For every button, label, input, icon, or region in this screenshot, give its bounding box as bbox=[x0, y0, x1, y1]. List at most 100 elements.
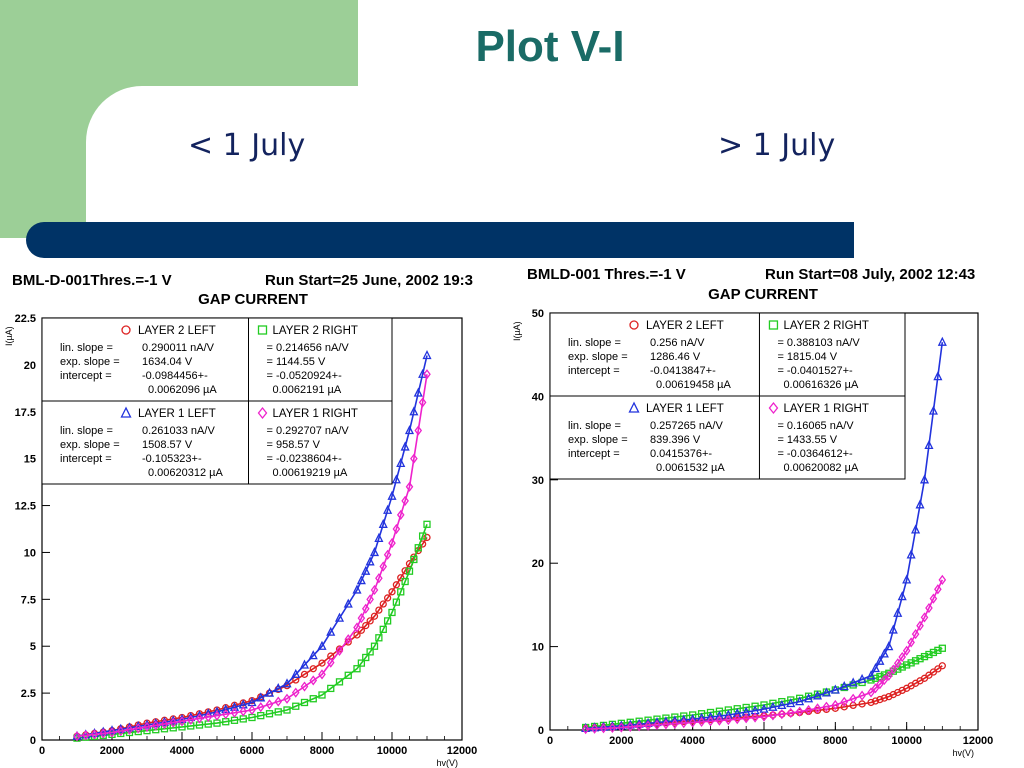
y-tick-label: 0 bbox=[30, 735, 36, 747]
chart-header-left: BMLD-001 Thres.=-1 V bbox=[527, 266, 686, 283]
chart-1: BML-D-001Thres.=-1 V Run Start=25 June, 2… bbox=[4, 272, 477, 768]
marker-diamond bbox=[344, 634, 353, 645]
legend-series-name: LAYER 2 RIGHT bbox=[783, 320, 868, 332]
chart-header-right: Run Start=08 July, 2002 12:43 bbox=[765, 266, 975, 283]
marker-diamond bbox=[326, 657, 335, 668]
x-tick-label: 6000 bbox=[240, 745, 264, 757]
marker-triangle bbox=[396, 457, 406, 468]
marker-triangle bbox=[299, 659, 310, 669]
y-tick-label: 22.5 bbox=[15, 313, 36, 325]
marker-square bbox=[911, 657, 920, 665]
marker-square bbox=[300, 698, 309, 707]
y-tick-label: 0 bbox=[538, 725, 544, 737]
marker-diamond bbox=[760, 711, 768, 722]
marker-triangle bbox=[404, 425, 415, 435]
right-caption: > 1 July bbox=[718, 128, 836, 163]
marker-diamond bbox=[671, 718, 679, 729]
marker-triangle bbox=[365, 556, 375, 566]
y-tick-label: 50 bbox=[532, 308, 544, 320]
marker-triangle bbox=[221, 704, 231, 714]
marker-diamond bbox=[822, 701, 831, 712]
legend-int-err: 0.00620082 µA bbox=[783, 462, 859, 474]
marker-diamond bbox=[125, 724, 134, 735]
marker-triangle bbox=[356, 575, 366, 585]
marker-triangle bbox=[857, 673, 867, 683]
x-tick-label: 12000 bbox=[963, 735, 994, 747]
marker-diamond bbox=[414, 425, 423, 436]
legend-lin-label: lin. slope = bbox=[60, 342, 113, 354]
legend-int-label: intercept = bbox=[60, 453, 112, 465]
marker-square bbox=[920, 652, 929, 661]
marker-circle bbox=[375, 606, 383, 614]
left-caption: < 1 July bbox=[188, 128, 306, 163]
marker-diamond bbox=[388, 537, 396, 549]
legend-exp-value: = 1433.55 V bbox=[777, 434, 837, 446]
marker-square bbox=[894, 665, 902, 673]
fit-line bbox=[585, 342, 944, 730]
marker-triangle bbox=[229, 701, 240, 711]
marker-diamond bbox=[81, 730, 90, 741]
marker-diamond bbox=[99, 728, 108, 739]
y-tick-label: 30 bbox=[532, 475, 544, 487]
x-tick-label: 0 bbox=[39, 745, 45, 757]
marker-diamond bbox=[318, 669, 326, 680]
marker-diamond bbox=[383, 549, 392, 560]
marker-circle bbox=[379, 600, 387, 608]
marker-square bbox=[903, 661, 911, 669]
marker-diamond bbox=[916, 620, 924, 631]
legend-int-err: 0.00619458 µA bbox=[656, 379, 732, 391]
x-tick-label: 10000 bbox=[891, 735, 922, 747]
marker-square bbox=[375, 634, 383, 642]
legend-entry: LAYER 2 RIGHT = 0.388103 nA/V = 1815.04 V =… bbox=[768, 320, 869, 391]
y-tick-label: 10 bbox=[24, 547, 36, 559]
marker-triangle bbox=[928, 405, 938, 415]
marker-square bbox=[706, 708, 715, 717]
chart-header-left: BML-D-001Thres.=-1 V bbox=[12, 272, 172, 289]
marker-diamond bbox=[644, 720, 652, 731]
marker-square bbox=[410, 555, 418, 564]
marker-diamond bbox=[169, 717, 178, 728]
marker-diamond bbox=[902, 645, 911, 656]
marker-diamond bbox=[934, 584, 942, 595]
marker-diamond bbox=[291, 687, 300, 698]
marker-diamond bbox=[778, 709, 786, 720]
marker-diamond bbox=[73, 731, 81, 742]
marker-diamond bbox=[134, 723, 143, 734]
legend-entry: LAYER 2 LEFT lin. slope = exp. slope = inte… bbox=[568, 320, 732, 391]
marker-circle bbox=[397, 574, 405, 582]
marker-circle bbox=[121, 325, 131, 335]
legend-int-value: -0.0413847+- bbox=[650, 365, 716, 377]
marker-diamond bbox=[410, 453, 418, 464]
decorative-bar bbox=[26, 222, 854, 258]
legend-int-err: 0.00619219 µA bbox=[273, 467, 349, 479]
marker-diamond bbox=[213, 710, 221, 721]
chart-title: GAP CURRENT bbox=[708, 286, 818, 303]
marker-diamond bbox=[715, 715, 724, 726]
marker-circle bbox=[867, 698, 875, 707]
marker-diamond bbox=[907, 637, 915, 648]
x-tick-label: 4000 bbox=[170, 745, 194, 757]
marker-square bbox=[379, 625, 387, 633]
marker-diamond bbox=[742, 713, 750, 724]
legend-int-value: = -0.0238604+- bbox=[267, 453, 343, 465]
legend-series-name: LAYER 1 LEFT bbox=[646, 403, 724, 415]
marker-triangle bbox=[919, 474, 930, 484]
marker-triangle bbox=[906, 549, 916, 559]
legend-entry: LAYER 1 RIGHT = 0.16065 nA/V = 1433.55 V = … bbox=[768, 401, 869, 474]
legend-int-value: -0.105323+- bbox=[142, 453, 202, 465]
series-layer-1-right bbox=[581, 574, 947, 735]
marker-triangle bbox=[786, 698, 796, 708]
y-axis-label: I(µA) bbox=[512, 321, 522, 341]
marker-diamond bbox=[418, 397, 427, 408]
marker-square bbox=[357, 659, 366, 667]
y-axis-label: I(µA) bbox=[4, 326, 14, 346]
x-tick-label: 12000 bbox=[447, 745, 478, 757]
marker-triangle bbox=[369, 546, 380, 557]
legend-lin-label: lin. slope = bbox=[568, 337, 621, 349]
legend-box: LAYER 2 LEFT lin. slope = exp. slope = inte… bbox=[41, 317, 393, 485]
marker-diamond bbox=[186, 714, 195, 725]
marker-circle bbox=[388, 588, 396, 596]
marker-square bbox=[383, 617, 392, 625]
marker-triangle bbox=[282, 678, 292, 688]
